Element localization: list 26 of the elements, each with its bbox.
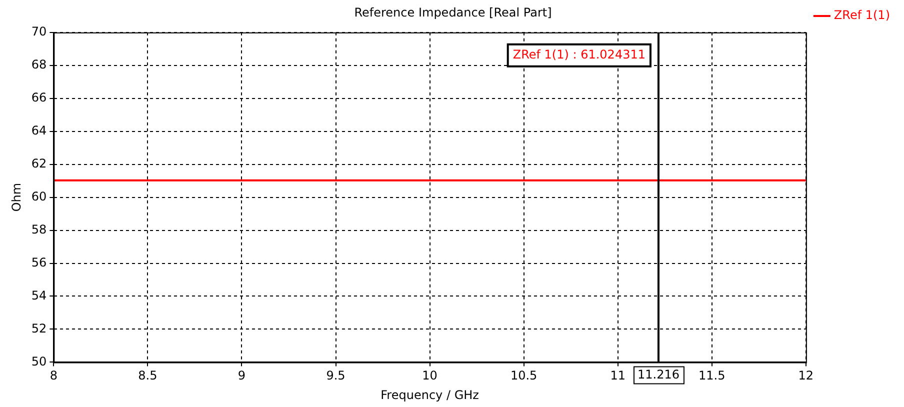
x-tick-label: 8.5 <box>138 368 158 383</box>
y-tick-label: 62 <box>31 156 47 170</box>
y-tick-label: 56 <box>31 255 47 270</box>
y-axis-title: Ohm <box>9 182 24 212</box>
x-tick-label: 8 <box>50 368 58 383</box>
legend-label: ZRef 1(1) <box>834 8 890 22</box>
y-tick-label: 50 <box>31 354 47 368</box>
ref-line-label: 11.216 <box>637 367 680 382</box>
y-tick-label: 60 <box>31 189 47 204</box>
x-tick-label: 9 <box>238 368 246 383</box>
x-tick-label: 9.5 <box>326 368 346 383</box>
x-tick-label: 11.5 <box>698 368 726 383</box>
x-tick-label: 11 <box>610 368 626 383</box>
y-tick-label: 68 <box>31 58 47 72</box>
y-tick-label: 64 <box>31 123 47 138</box>
x-tick-label: 12 <box>798 368 814 383</box>
x-tick-label: 10 <box>422 368 438 383</box>
x-axis-title: Frequency / GHz <box>380 388 479 402</box>
y-tick-label: 70 <box>31 24 47 39</box>
y-tick-label: 66 <box>31 90 47 104</box>
y-tick-label: 52 <box>31 321 47 336</box>
x-tick-label: 10.5 <box>510 368 538 383</box>
annotation: ZRef 1(1) : 61.024311 <box>512 48 646 62</box>
y-tick-label: 58 <box>31 222 47 236</box>
y-tick-label: 54 <box>31 288 47 302</box>
chart-title: Reference Impedance [Real Part] <box>354 5 552 20</box>
